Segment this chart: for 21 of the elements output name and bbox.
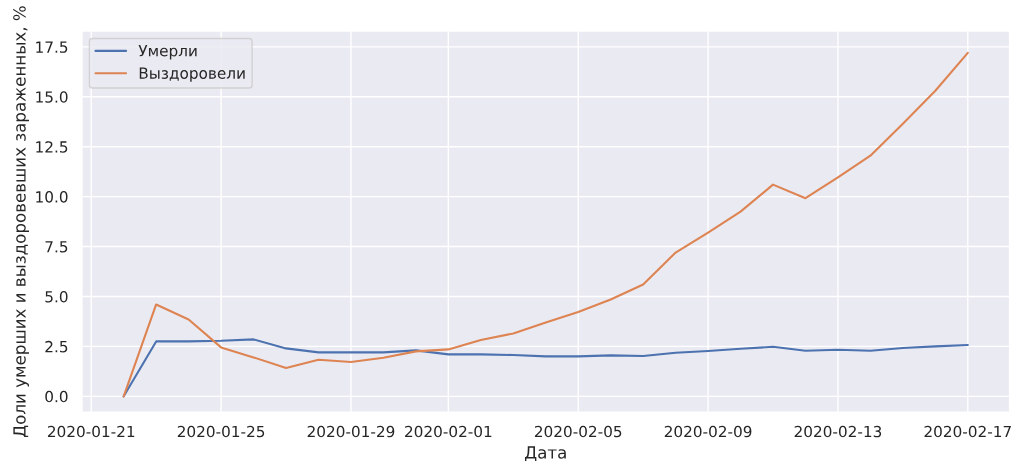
x-tick-label: 2020-02-01 bbox=[405, 425, 492, 438]
y-tick-label: 17.5 bbox=[36, 41, 68, 53]
x-tick-label: 2020-02-09 bbox=[664, 425, 752, 438]
x-tick-label: 2020-02-17 bbox=[924, 425, 1011, 438]
y-tick-label: 12.5 bbox=[36, 141, 68, 153]
x-tick-label: 2020-01-29 bbox=[307, 425, 395, 438]
x-tick-label: 2020-01-21 bbox=[47, 425, 135, 438]
x-tick-label: 2020-01-25 bbox=[177, 425, 265, 438]
y-tick-label: 10.0 bbox=[36, 191, 68, 203]
y-tick-label: 15.0 bbox=[36, 91, 68, 103]
y-tick-label: 0.0 bbox=[45, 390, 68, 403]
legend-label: Умерли bbox=[138, 45, 197, 60]
y-tick-label: 5.0 bbox=[45, 290, 68, 303]
x-tick-label: 2020-02-13 bbox=[794, 425, 882, 438]
x-axis-title: Дата bbox=[524, 446, 566, 462]
line-series bbox=[122, 338, 969, 398]
y-tick-label: 2.5 bbox=[45, 340, 68, 353]
y-tick-label: 7.5 bbox=[45, 241, 68, 253]
x-tick-label: 2020-02-05 bbox=[534, 425, 622, 438]
y-axis-title: Доли умерших и выздоровевших зараженных, % bbox=[13, 6, 29, 438]
legend-label: Выздоровели bbox=[139, 67, 245, 82]
